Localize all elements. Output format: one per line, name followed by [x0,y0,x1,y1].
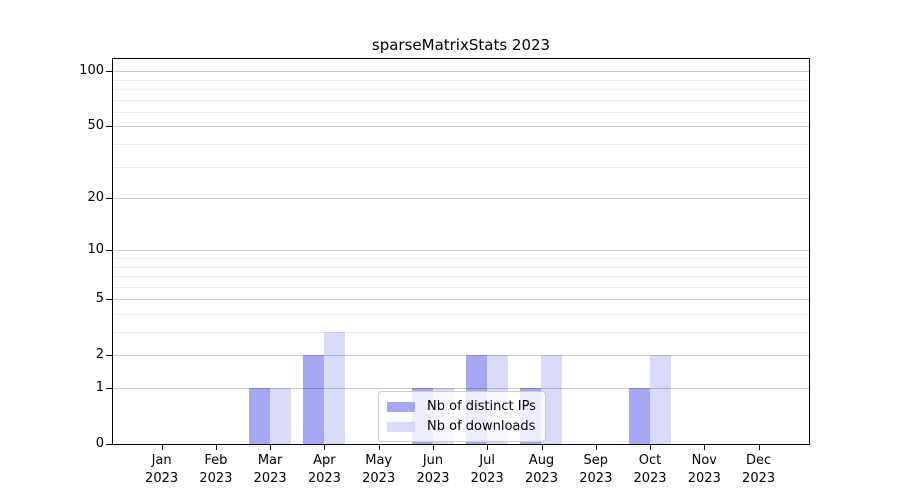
x-tick-mark-aug [541,445,543,450]
legend-item-downloads: Nb of downloads [387,418,536,435]
x-tick-mark-jun [433,445,434,450]
gridline-minor-6 [113,286,809,288]
y-tick-mark-10 [106,249,112,251]
x-tick-label-oct: Oct 2023 [633,453,667,486]
x-tick-label-jun: Jun 2023 [416,453,450,486]
chart-title: sparseMatrixStats 2023 [371,36,551,54]
x-tick-label-jul: Jul 2023 [470,453,504,486]
gridline-major-10 [113,250,809,252]
bar-distinct-ips-mar [249,388,271,444]
x-tick-mark-feb [215,445,217,450]
x-tick-mark-sep [595,445,597,450]
y-tick-label-100: 100 [79,63,104,79]
x-tick-mark-apr [324,445,326,450]
gridline-minor-4 [113,314,809,315]
legend-swatch-distinct-ips [387,401,415,412]
x-tick-mark-jan [161,445,163,450]
gridline-minor-60 [113,111,809,113]
gridline-minor-30 [113,166,809,168]
plot-area: Nb of distinct IPs Nb of downloads [112,58,810,445]
y-tick-label-20: 20 [87,190,104,205]
legend-label-downloads: Nb of downloads [427,419,536,434]
gridline-major-5 [113,299,809,301]
gridline-minor-70 [113,99,809,101]
gridline-major-100 [113,71,809,73]
x-tick-mark-may [378,445,380,450]
y-tick-label-2: 2 [95,347,104,363]
legend-item-distinct-ips: Nb of distinct IPs [387,398,536,415]
y-tick-mark-2 [106,354,112,356]
bar-distinct-ips-apr [303,355,325,444]
gridline-major-20 [113,198,809,199]
bar-downloads-apr [324,332,346,444]
x-tick-label-nov: Nov 2023 [687,453,721,486]
y-tick-mark-50 [106,125,112,127]
y-tick-mark-5 [106,298,112,300]
gridline-minor-3 [113,332,809,333]
gridline-minor-40 [113,144,809,145]
y-tick-label-5: 5 [95,291,104,307]
x-tick-mark-nov [704,445,706,450]
y-tick-mark-1 [106,387,112,389]
x-tick-label-apr: Apr 2023 [307,453,341,486]
gridline-minor-7 [113,276,809,277]
gridline-minor-80 [113,89,809,90]
gridline-minor-90 [113,79,809,81]
y-tick-mark-0 [106,443,112,445]
legend-swatch-downloads [387,421,415,432]
legend-label-distinct-ips: Nb of distinct IPs [427,399,536,414]
x-tick-mark-oct [650,445,651,450]
bar-distinct-ips-oct [629,388,651,444]
legend: Nb of distinct IPs Nb of downloads [378,391,546,442]
y-tick-label-1: 1 [95,380,104,395]
x-tick-label-jan: Jan 2023 [145,453,179,486]
x-tick-mark-mar [270,445,272,450]
x-tick-mark-jul [487,445,489,450]
x-tick-label-aug: Aug 2023 [524,453,559,486]
x-tick-label-sep: Sep 2023 [579,453,613,486]
x-tick-mark-dec [758,445,760,450]
bar-downloads-oct [650,355,672,444]
x-tick-label-may: May 2023 [362,453,396,486]
gridline-major-1 [113,388,809,389]
gridline-major-50 [113,126,809,128]
gridline-minor-9 [113,258,809,259]
gridline-major-2 [113,355,809,357]
x-tick-label-dec: Dec 2023 [742,453,776,486]
bar-downloads-mar [270,388,292,444]
y-tick-mark-20 [106,197,112,199]
gridline-minor-8 [113,266,809,268]
y-tick-label-10: 10 [87,242,104,258]
bar-downloads-aug [541,355,563,444]
x-tick-label-mar: Mar 2023 [253,453,287,486]
x-tick-label-feb: Feb 2023 [199,453,233,486]
y-tick-mark-100 [106,70,112,72]
y-tick-label-0: 0 [95,436,104,451]
y-tick-label-50: 50 [87,118,104,134]
